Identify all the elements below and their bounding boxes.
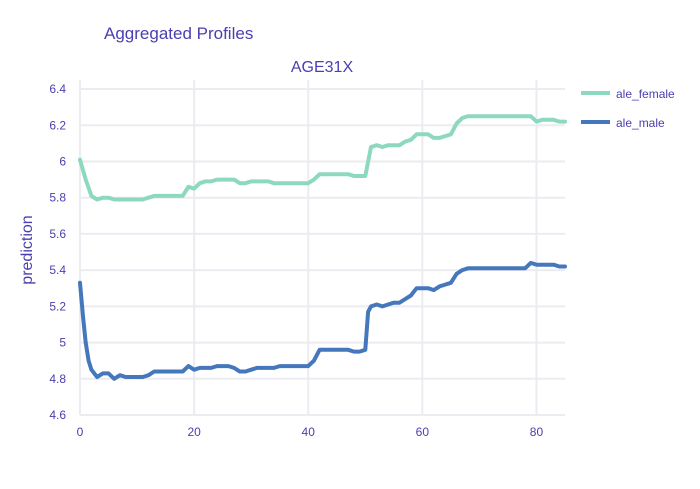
series-line-ale-male — [78, 260, 567, 381]
y-tick-label: 5.8 — [49, 191, 66, 205]
legend-item-ale-female[interactable]: ale_female — [581, 87, 675, 101]
y-tick-label: 6 — [59, 154, 66, 168]
chart-title: Aggregated Profiles — [104, 24, 253, 43]
chart-subtitle: AGE31X — [291, 59, 354, 76]
x-tick-label: 60 — [416, 425, 430, 439]
y-axis-label: prediction — [19, 215, 36, 284]
grid — [79, 80, 565, 416]
y-axis: 4.6 4.8 5 5.2 5.4 5.6 5.8 6 6.2 6.4 — [49, 82, 66, 422]
y-tick-label: 6.2 — [49, 118, 66, 132]
legend[interactable]: ale_female ale_male — [581, 87, 675, 130]
x-tick-label: 80 — [530, 425, 544, 439]
y-tick-label: 5 — [59, 336, 66, 350]
y-tick-label: 5.6 — [49, 227, 66, 241]
plot-series — [78, 114, 567, 381]
y-tick-label: 4.8 — [49, 372, 66, 386]
y-tick-label: 5.4 — [49, 263, 66, 277]
legend-item-ale-male[interactable]: ale_male — [581, 116, 665, 130]
x-tick-label: 40 — [302, 425, 316, 439]
x-tick-label: 20 — [187, 425, 201, 439]
series-line-ale-female — [78, 114, 567, 202]
y-tick-label: 5.2 — [49, 299, 66, 313]
y-tick-label: 6.4 — [49, 82, 66, 96]
legend-label: ale_female — [616, 87, 675, 101]
x-tick-label: 0 — [77, 425, 84, 439]
x-axis: 0 20 40 60 80 — [77, 425, 544, 439]
y-tick-label: 4.6 — [49, 408, 66, 422]
legend-label: ale_male — [616, 116, 665, 130]
